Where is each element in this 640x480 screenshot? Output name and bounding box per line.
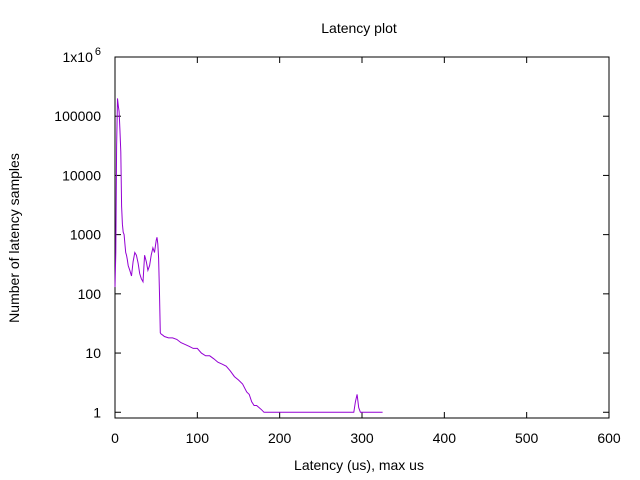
x-tick-label: 200 bbox=[268, 430, 292, 446]
y-tick-label: 1 bbox=[93, 404, 101, 420]
y-axis-label: Number of latency samples bbox=[6, 153, 22, 323]
y-tick-label: 10 bbox=[85, 345, 101, 361]
y-tick-label: 100000 bbox=[54, 108, 101, 124]
x-tick-label: 400 bbox=[433, 430, 457, 446]
y-tick-label-top: 1x10 6 bbox=[63, 46, 101, 65]
plot-frame bbox=[114, 56, 610, 419]
series-layer bbox=[114, 98, 383, 413]
y-tick-label: 100 bbox=[78, 286, 102, 302]
y-tick-label: 10000 bbox=[62, 167, 101, 183]
y-tick-top-mantissa: 1x10 bbox=[63, 49, 94, 65]
y-tick-label: 1000 bbox=[70, 227, 101, 243]
x-tick-label: 100 bbox=[186, 430, 210, 446]
y-axis: 1 10 100 1000 10000 100000 bbox=[54, 56, 609, 420]
x-tick-label: 500 bbox=[515, 430, 539, 446]
x-tick-label: 0 bbox=[111, 430, 119, 446]
x-tick-label: 600 bbox=[597, 430, 621, 446]
x-axis-label: Latency (us), max us bbox=[294, 457, 424, 473]
series-line bbox=[114, 98, 383, 413]
chart-title: Latency plot bbox=[321, 20, 397, 36]
x-axis: 0 100 200 300 400 500 600 bbox=[111, 57, 621, 446]
y-tick-top-exponent: 6 bbox=[95, 46, 101, 58]
x-tick-label: 300 bbox=[350, 430, 374, 446]
